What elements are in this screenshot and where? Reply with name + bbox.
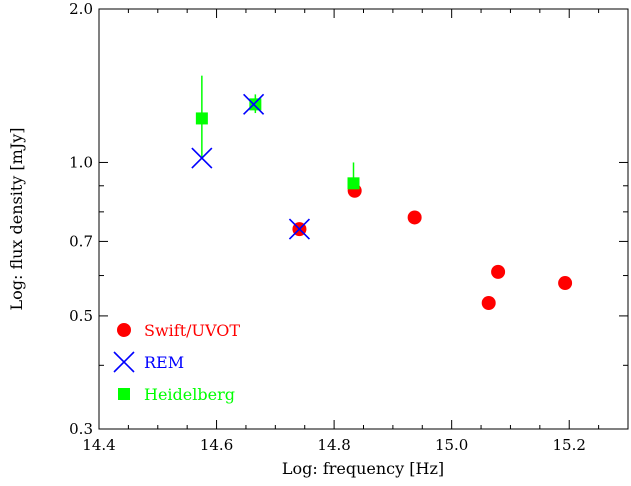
x-marker-stroke [113,351,135,373]
x-tick-label: 14.8 [317,436,350,454]
swift-uvot-point [481,296,496,311]
swift-uvot-point [558,276,573,291]
x-marker-stroke [243,93,265,115]
x-marker-stroke [288,218,310,240]
x-axis-title: Log: frequency [Hz] [282,459,444,478]
legend-marker-rem [113,351,135,373]
y-tick-label: 1.0 [69,153,93,171]
swift-uvot-point [407,210,422,225]
y-tick-label: 0.7 [69,232,93,250]
heidelberg-point [347,177,360,190]
legend-label: Swift/UVOT [144,321,240,340]
x-tick-label: 15.0 [435,436,468,454]
legend-label: REM [144,353,184,372]
axis-ticks: 14.4 14.6 14.8 15.0 15.2 0.3 0.5 0.7 1.0 2.0 [69,0,629,454]
x-marker-stroke [191,147,213,169]
rem-point [288,218,310,240]
legend-label: Heidelberg [144,385,235,404]
heidelberg-point [249,98,262,111]
legend: Swift/UVOT REM Heidelberg [113,321,240,404]
y-axis-title: Log: flux density [mJy] [7,127,26,310]
y-tick-label: 0.3 [69,420,93,438]
y-tick-label: 0.5 [69,307,93,325]
x-tick-label: 15.2 [553,436,586,454]
x-tick-label: 14.4 [82,436,115,454]
y-tick-label: 2.0 [69,0,93,18]
rem-point [191,147,213,169]
legend-marker-heidelberg [118,388,130,400]
legend-marker-swift-uvot [117,323,131,337]
data-markers [191,75,573,311]
heidelberg-point [195,112,208,125]
swift-uvot-point [491,264,506,279]
rem-point [243,93,265,115]
x-tick-label: 14.6 [200,436,233,454]
